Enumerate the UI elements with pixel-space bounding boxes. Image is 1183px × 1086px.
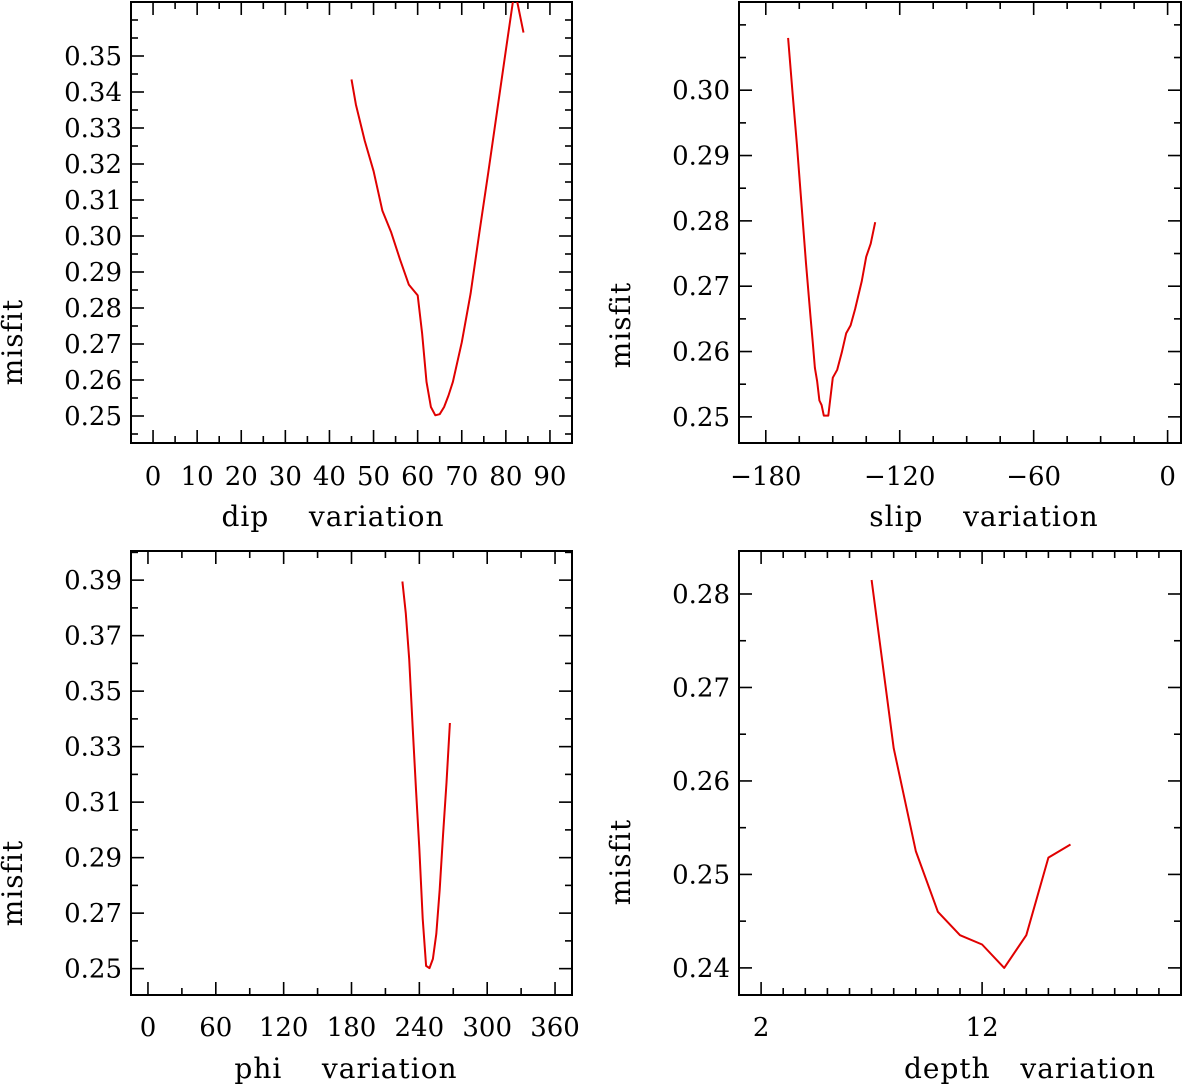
phi-x-tick-label: 120 bbox=[259, 1013, 309, 1043]
slip-panel: −180 −120 −60 0 0.25 0.26 0.27 0.28 0.29 0.30 slip… bbox=[604, 1, 1182, 533]
slip-y-tick-label: 0.27 bbox=[672, 272, 730, 302]
phi-y-tick-label: 0.31 bbox=[64, 788, 122, 818]
phi-misfit-line bbox=[401, 581, 451, 970]
depth-y-tick-label: 0.25 bbox=[672, 860, 730, 890]
dip-x-tick-label: 20 bbox=[225, 462, 258, 492]
dip-plot-frame bbox=[130, 1, 573, 444]
dip-x-tick-label: 70 bbox=[445, 462, 478, 492]
phi-plot-frame bbox=[130, 550, 573, 996]
dip-y-axis-title: misfit bbox=[0, 299, 29, 385]
dip-y-tick-label: 0.34 bbox=[64, 78, 122, 108]
phi-y-tick-label: 0.27 bbox=[64, 899, 122, 929]
depth-misfit-line bbox=[870, 579, 1072, 969]
dip-y-tick-label: 0.28 bbox=[64, 294, 122, 324]
slip-y-tick-label: 0.29 bbox=[672, 142, 730, 172]
slip-y-tick-label: 0.26 bbox=[672, 338, 730, 368]
depth-plot-frame bbox=[738, 550, 1182, 996]
dip-y-tick-label: 0.26 bbox=[64, 366, 122, 396]
depth-x-tick-label: 2 bbox=[753, 1013, 770, 1043]
dip-y-tick-label: 0.35 bbox=[64, 42, 122, 72]
depth-x-tick-label: 12 bbox=[966, 1013, 999, 1043]
dip-x-tick-label: 60 bbox=[401, 462, 434, 492]
phi-y-tick-label: 0.29 bbox=[64, 844, 122, 874]
slip-y-axis-title: misfit bbox=[604, 282, 637, 368]
slip-x-tick-label: −180 bbox=[730, 462, 801, 492]
depth-y-axis-title: misfit bbox=[604, 819, 637, 905]
dip-y-tick-label: 0.29 bbox=[64, 258, 122, 288]
phi-y-tick-label: 0.35 bbox=[64, 677, 122, 707]
depth-y-tick-label: 0.26 bbox=[672, 767, 730, 797]
phi-panel: 0 60 120 180 240 300 360 0.25 0.27 0.29 0.31 0.33 0.… bbox=[0, 550, 580, 1085]
dip-x-tick-label: 80 bbox=[489, 462, 522, 492]
depth-y-tick-label: 0.24 bbox=[672, 954, 730, 984]
slip-plot-frame bbox=[738, 1, 1182, 444]
dip-y-tick-label: 0.32 bbox=[64, 150, 122, 180]
depth-x-axis-title: depth variation bbox=[904, 1052, 1156, 1085]
dip-y-tick-label: 0.31 bbox=[64, 186, 122, 216]
slip-y-tick-label: 0.25 bbox=[672, 403, 730, 433]
depth-panel: 2 12 0.24 0.25 0.26 0.27 0.28 depth variation mi… bbox=[604, 550, 1182, 1085]
slip-x-tick-label: −120 bbox=[864, 462, 935, 492]
phi-x-tick-label: 180 bbox=[327, 1013, 377, 1043]
dip-x-tick-label: 50 bbox=[357, 462, 390, 492]
phi-y-tick-label: 0.39 bbox=[64, 566, 122, 596]
dip-x-tick-label: 10 bbox=[181, 462, 214, 492]
dip-x-tick-label: 0 bbox=[145, 462, 162, 492]
phi-x-axis-title: phi variation bbox=[234, 1052, 457, 1085]
dip-x-tick-label: 30 bbox=[269, 462, 302, 492]
dip-y-tick-label: 0.27 bbox=[64, 330, 122, 360]
phi-x-tick-label: 60 bbox=[199, 1013, 232, 1043]
slip-misfit-line bbox=[787, 37, 877, 417]
dip-x-tick-label: 40 bbox=[313, 462, 346, 492]
phi-x-tick-label: 240 bbox=[395, 1013, 445, 1043]
dip-x-axis-title: dip variation bbox=[221, 500, 444, 533]
dip-panel: 0 10 20 30 40 50 60 70 80 90 0.25 0.26 0.27 0.28 0.29 0… bbox=[0, 1, 573, 533]
slip-x-tick-label: 0 bbox=[1159, 462, 1176, 492]
dip-y-tick-label: 0.25 bbox=[64, 402, 122, 432]
dip-y-tick-label: 0.30 bbox=[64, 222, 122, 252]
phi-y-axis-title: misfit bbox=[0, 840, 29, 926]
phi-x-tick-label: 360 bbox=[530, 1013, 580, 1043]
slip-x-axis-title: slip variation bbox=[869, 500, 1098, 533]
depth-y-tick-label: 0.27 bbox=[672, 673, 730, 703]
slip-x-tick-label: −60 bbox=[1006, 462, 1061, 492]
dip-x-tick-label: 90 bbox=[533, 462, 566, 492]
phi-x-tick-label: 0 bbox=[140, 1013, 157, 1043]
slip-y-tick-label: 0.30 bbox=[672, 76, 730, 106]
phi-x-tick-label: 300 bbox=[462, 1013, 512, 1043]
slip-y-tick-label: 0.28 bbox=[672, 207, 730, 237]
depth-y-tick-label: 0.28 bbox=[672, 580, 730, 610]
phi-y-tick-label: 0.33 bbox=[64, 733, 122, 763]
dip-misfit-line bbox=[350, 2, 525, 417]
phi-y-tick-label: 0.37 bbox=[64, 622, 122, 652]
dip-y-tick-label: 0.33 bbox=[64, 114, 122, 144]
phi-y-tick-label: 0.25 bbox=[64, 955, 122, 985]
